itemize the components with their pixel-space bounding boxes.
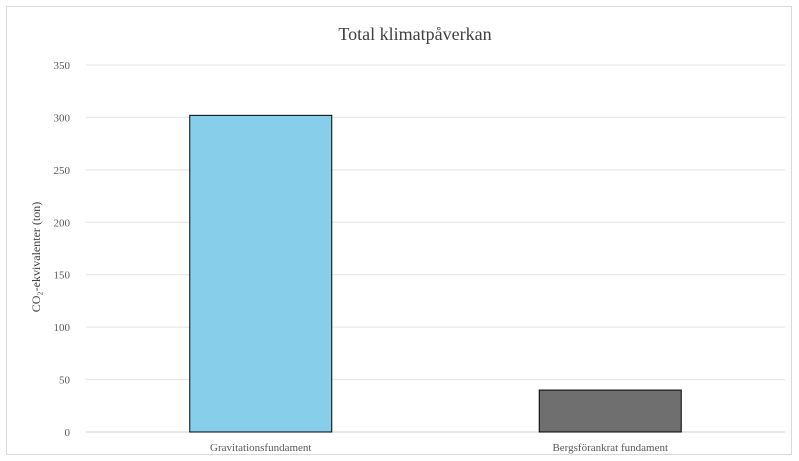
y-tick-label: 50 (59, 375, 71, 387)
category-label: Gravitationsfundament (210, 442, 311, 454)
y-axis-label: CO₂-ekvivalenter (ton) (29, 202, 43, 312)
y-tick-label: 150 (54, 270, 71, 282)
category-label: Bergsförankrat fundament (552, 442, 668, 454)
y-tick-label: 100 (54, 322, 71, 334)
chart-frame (6, 6, 792, 455)
chart-title: Total klimatpåverkan (338, 24, 491, 44)
bar-2 (538, 389, 682, 433)
y-tick-labels: 0 50 100 150 200 250 300 350 (54, 60, 71, 439)
bar-1 (189, 114, 333, 433)
category-labels: Gravitationsfundament Bergsförankrat fund… (210, 442, 668, 454)
y-tick-label: 300 (54, 112, 71, 124)
y-tick-label: 250 (54, 165, 71, 177)
bars (189, 114, 682, 433)
y-tick-label: 350 (54, 60, 71, 72)
y-tick-label: 200 (54, 217, 71, 229)
y-tick-label: 0 (65, 427, 71, 439)
